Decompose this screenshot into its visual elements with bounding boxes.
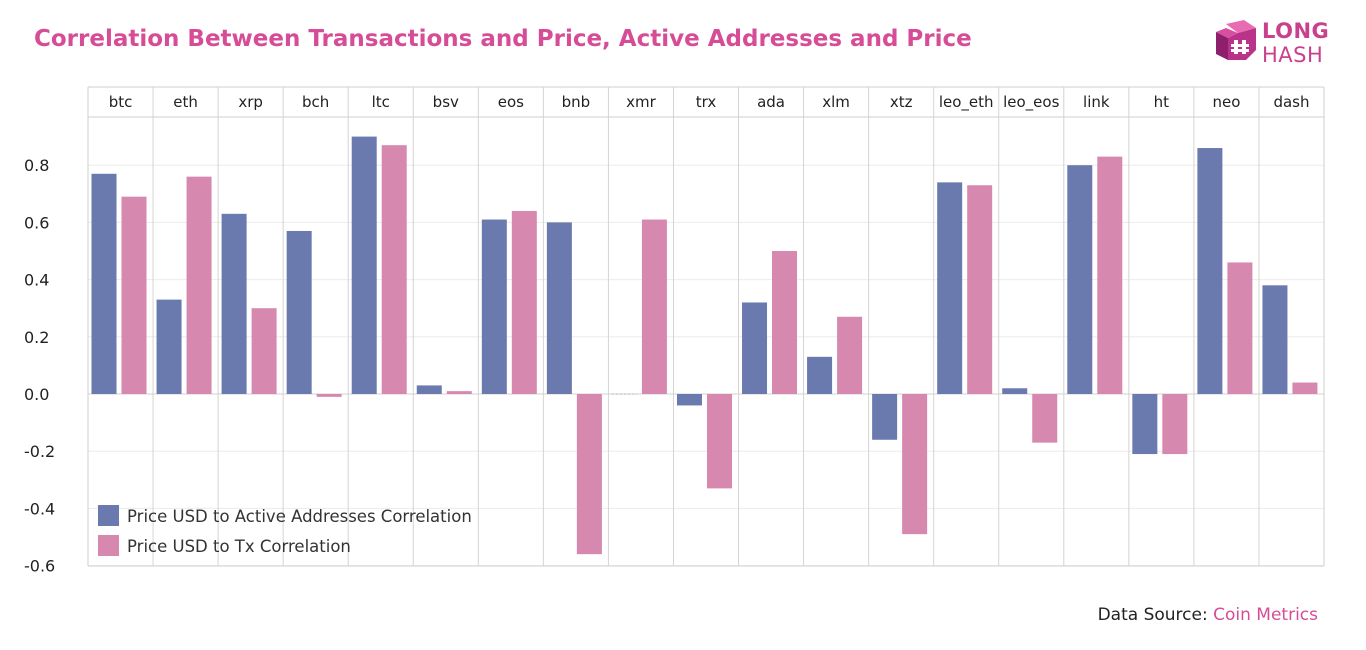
bar-xlm-series-2 <box>837 316 863 394</box>
bar-leo_eth-series-2 <box>967 185 993 394</box>
y-tick-label: 0.6 <box>24 213 49 232</box>
category-label: xmr <box>626 93 656 111</box>
bar-trx-series-2 <box>706 394 732 489</box>
y-tick-label: 0.2 <box>24 328 49 347</box>
data-source-link[interactable]: Coin Metrics <box>1213 605 1318 625</box>
bar-bsv-series-1 <box>416 385 442 394</box>
bar-ht-series-1 <box>1132 394 1158 455</box>
bar-xtz-series-1 <box>872 394 898 440</box>
bar-trx-series-1 <box>676 394 702 406</box>
bar-btc-series-1 <box>91 173 117 394</box>
longhash-logo: LONG HASH <box>1212 18 1332 70</box>
legend-label-series-1: Price USD to Active Addresses Correlatio… <box>127 507 472 526</box>
bar-btc-series-2 <box>121 196 147 394</box>
bar-eth-series-2 <box>186 176 212 394</box>
category-label: eth <box>173 93 198 111</box>
bar-bnb-series-1 <box>546 222 572 394</box>
legend: Price USD to Active Addresses Correlatio… <box>98 505 472 556</box>
category-label: xrp <box>238 93 263 111</box>
bar-bch-series-2 <box>316 394 342 397</box>
bar-xtz-series-2 <box>902 394 928 535</box>
category-label: ht <box>1154 93 1170 111</box>
category-label: bnb <box>562 93 591 111</box>
category-label: xlm <box>822 93 850 111</box>
bar-link-series-2 <box>1097 156 1123 394</box>
category-label: bsv <box>433 93 459 111</box>
bar-link-series-1 <box>1067 165 1093 394</box>
bar-xrp-series-1 <box>221 213 247 394</box>
bar-ltc-series-1 <box>351 136 377 394</box>
bar-xmr-series-2 <box>641 219 667 394</box>
bar-ada-series-1 <box>742 302 768 394</box>
bar-dash-series-1 <box>1262 285 1288 394</box>
y-tick-label: -0.4 <box>24 499 55 518</box>
logo-text-line1: LONG <box>1262 19 1330 43</box>
y-tick-label: -0.2 <box>24 442 55 461</box>
logo-text-line2: HASH <box>1262 43 1324 67</box>
y-tick-label: 0.8 <box>24 156 49 175</box>
category-label: link <box>1083 93 1110 111</box>
category-label: leo_eos <box>1003 93 1059 112</box>
bar-bsv-series-2 <box>446 391 472 394</box>
category-label: leo_eth <box>939 93 994 112</box>
bar-eos-series-2 <box>511 210 537 394</box>
bar-ht-series-2 <box>1162 394 1188 455</box>
bar-bnb-series-2 <box>576 394 602 555</box>
chart-title: Correlation Between Transactions and Pri… <box>34 26 972 52</box>
y-tick-label: 0.0 <box>24 385 49 404</box>
bar-leo_eos-series-2 <box>1032 394 1058 443</box>
bar-ltc-series-2 <box>381 145 407 394</box>
legend-swatch-series-1 <box>98 505 119 526</box>
bar-xlm-series-1 <box>807 356 833 394</box>
category-label: bch <box>302 93 329 111</box>
bar-xrp-series-2 <box>251 308 277 394</box>
bar-leo_eth-series-1 <box>937 182 963 394</box>
labels-layer: 0.8 0.6 0.4 0.2 0.0 -0.2 -0.4 -0.6 btc eth xrp bch l… <box>24 93 1309 576</box>
category-label: trx <box>696 93 717 111</box>
y-tick-label: 0.4 <box>24 271 49 290</box>
bar-dash-series-2 <box>1292 382 1318 394</box>
category-label: btc <box>109 93 133 111</box>
data-source: Data Source: Coin Metrics <box>1098 605 1318 625</box>
category-label: neo <box>1212 93 1240 111</box>
bar-neo-series-2 <box>1227 262 1253 394</box>
category-label: xtz <box>890 93 913 111</box>
legend-label-series-2: Price USD to Tx Correlation <box>127 537 351 556</box>
category-label: dash <box>1273 93 1309 111</box>
y-tick-label: -0.6 <box>24 557 55 576</box>
bar-leo_eos-series-1 <box>1002 388 1028 394</box>
category-label: ada <box>757 93 785 111</box>
bar-eos-series-1 <box>481 219 507 394</box>
category-label: ltc <box>372 93 390 111</box>
bars-layer <box>91 136 1318 555</box>
legend-swatch-series-2 <box>98 535 119 556</box>
bar-eth-series-1 <box>156 299 182 394</box>
cube-logo-icon <box>1216 20 1256 60</box>
bar-ada-series-2 <box>772 251 798 394</box>
data-source-prefix: Data Source: <box>1097 605 1208 625</box>
bar-bch-series-1 <box>286 230 312 394</box>
bar-neo-series-1 <box>1197 148 1223 394</box>
category-label: eos <box>498 93 524 111</box>
